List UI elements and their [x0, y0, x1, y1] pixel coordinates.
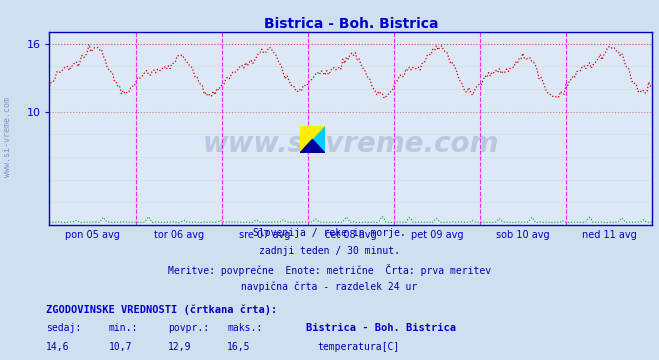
Polygon shape [300, 126, 325, 153]
Text: povpr.:: povpr.: [168, 323, 209, 333]
Text: temperatura[C]: temperatura[C] [318, 342, 400, 352]
Text: 12,9: 12,9 [168, 342, 192, 352]
Text: www.si-vreme.com: www.si-vreme.com [3, 97, 13, 177]
Text: Meritve: povprečne  Enote: metrične  Črta: prva meritev: Meritve: povprečne Enote: metrične Črta:… [168, 264, 491, 275]
Text: sedaj:: sedaj: [46, 323, 81, 333]
Text: ZGODOVINSKE VREDNOSTI (črtkana črta):: ZGODOVINSKE VREDNOSTI (črtkana črta): [46, 304, 277, 315]
Polygon shape [300, 140, 325, 153]
Text: zadnji teden / 30 minut.: zadnji teden / 30 minut. [259, 246, 400, 256]
Title: Bistrica - Boh. Bistrica: Bistrica - Boh. Bistrica [264, 17, 438, 31]
Text: min.:: min.: [109, 323, 138, 333]
Text: navpična črta - razdelek 24 ur: navpična črta - razdelek 24 ur [241, 282, 418, 292]
Text: www.si-vreme.com: www.si-vreme.com [203, 130, 499, 158]
Polygon shape [300, 126, 325, 153]
Text: 10,7: 10,7 [109, 342, 132, 352]
Text: 14,6: 14,6 [46, 342, 70, 352]
Text: Bistrica - Boh. Bistrica: Bistrica - Boh. Bistrica [306, 323, 457, 333]
Text: Slovenija / reke in morje.: Slovenija / reke in morje. [253, 228, 406, 238]
Text: maks.:: maks.: [227, 323, 262, 333]
Text: 16,5: 16,5 [227, 342, 251, 352]
